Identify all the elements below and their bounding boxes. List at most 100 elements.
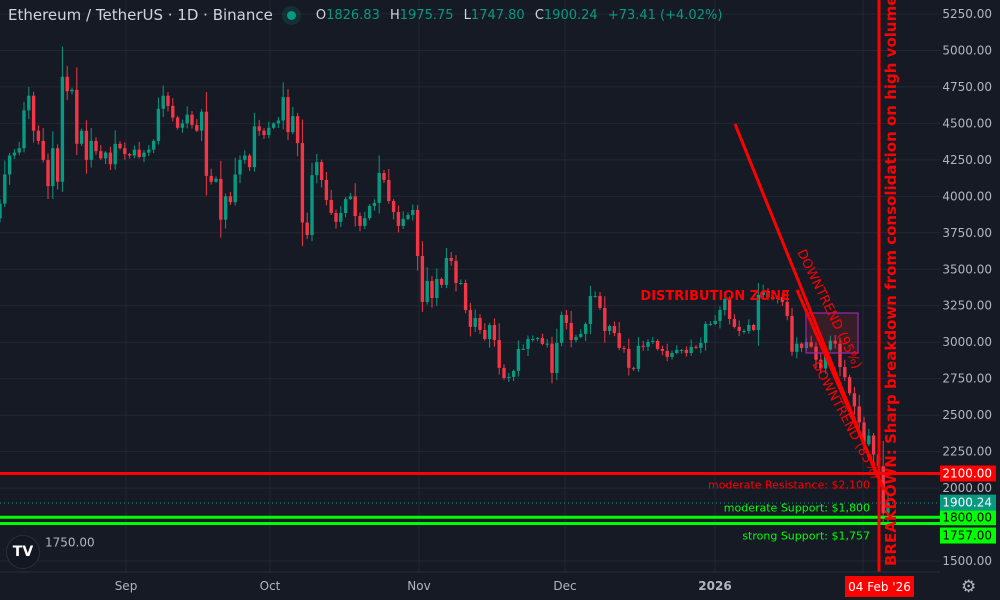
candle bbox=[46, 153, 50, 199]
price-tick-label: 3500.00 bbox=[942, 262, 992, 276]
candle bbox=[631, 366, 636, 371]
candle-body bbox=[12, 152, 17, 156]
candle bbox=[559, 311, 564, 347]
candle bbox=[75, 67, 79, 156]
candle-body bbox=[593, 295, 597, 297]
candle-body bbox=[286, 97, 290, 133]
candle bbox=[487, 322, 492, 348]
candle-body bbox=[545, 343, 549, 345]
time-axis[interactable]: Sep Oct Nov Dec 2026 bbox=[115, 579, 732, 593]
price-tick-label: 3250.00 bbox=[942, 299, 992, 313]
candle-body bbox=[151, 140, 156, 150]
low-label: L bbox=[463, 7, 471, 23]
candle bbox=[708, 321, 713, 326]
candle-body bbox=[79, 130, 84, 144]
candle bbox=[689, 339, 693, 356]
time-tick-label: Nov bbox=[407, 579, 430, 593]
price-tick-label: 4750.00 bbox=[942, 80, 992, 94]
candle bbox=[99, 144, 103, 160]
candle-body bbox=[233, 174, 237, 203]
price-tick-label: 5000.00 bbox=[942, 43, 992, 57]
candle bbox=[257, 119, 261, 136]
candle bbox=[430, 276, 434, 308]
candle-body bbox=[478, 317, 482, 330]
symbol-title[interactable]: Ethereum / TetherUS · 1D · Binance bbox=[8, 6, 273, 24]
candle bbox=[127, 152, 132, 159]
candle bbox=[363, 211, 367, 230]
price-tick-label: 1750.00 bbox=[45, 536, 95, 550]
market-status-icon[interactable] bbox=[286, 10, 296, 20]
candle-body bbox=[324, 180, 329, 200]
candle-body bbox=[420, 255, 425, 302]
candle bbox=[391, 199, 396, 220]
candle bbox=[113, 130, 117, 170]
candle-body bbox=[391, 201, 396, 212]
candle-body bbox=[99, 151, 103, 159]
candle bbox=[521, 344, 525, 350]
candle bbox=[0, 199, 2, 223]
candle-body bbox=[55, 148, 60, 182]
candle-body bbox=[132, 149, 137, 156]
time-tick-label: Oct bbox=[260, 579, 281, 593]
price-axis[interactable]: 5250.00 5000.00 4750.00 4500.00 4250.00 4000.… bbox=[940, 0, 1000, 600]
candle bbox=[761, 284, 765, 299]
candle-body bbox=[631, 367, 636, 369]
candle bbox=[123, 142, 127, 160]
candle bbox=[195, 119, 199, 133]
candle bbox=[334, 209, 338, 229]
candle bbox=[324, 172, 329, 206]
candle-body bbox=[833, 340, 837, 344]
candle-body bbox=[559, 314, 564, 343]
candle bbox=[411, 204, 415, 221]
candle-body bbox=[315, 162, 319, 176]
candle bbox=[161, 85, 165, 118]
candle-body bbox=[555, 342, 559, 373]
candle-body bbox=[108, 152, 113, 165]
candle-body bbox=[147, 149, 151, 153]
candle bbox=[531, 335, 535, 342]
close-label: C bbox=[534, 7, 544, 23]
price-tick-label: 2500.00 bbox=[942, 408, 992, 422]
candle-body bbox=[118, 143, 122, 149]
candle-body bbox=[411, 209, 415, 216]
tradingview-logo[interactable]: TV bbox=[6, 535, 40, 569]
candle-body bbox=[785, 301, 789, 316]
candle bbox=[492, 318, 497, 347]
candle bbox=[166, 92, 170, 112]
level-axis-label: 1800.00 bbox=[942, 510, 992, 524]
candle-body bbox=[425, 280, 429, 302]
candle bbox=[315, 153, 319, 184]
candle bbox=[828, 335, 833, 352]
candle bbox=[267, 121, 271, 139]
candle bbox=[588, 285, 593, 335]
candle bbox=[675, 345, 679, 355]
candle bbox=[329, 189, 333, 216]
candle bbox=[468, 302, 473, 337]
low-value: 1747.80 bbox=[470, 7, 525, 23]
candle-body bbox=[238, 159, 242, 175]
candle bbox=[871, 432, 876, 465]
candle-body bbox=[257, 126, 261, 131]
candle-body bbox=[209, 175, 213, 182]
candle bbox=[612, 321, 617, 337]
candle-body bbox=[204, 111, 209, 176]
last-price-label: 1900.24 bbox=[942, 496, 992, 510]
candle bbox=[358, 212, 362, 232]
candle bbox=[295, 112, 300, 157]
candle bbox=[617, 321, 621, 351]
candle bbox=[679, 349, 684, 354]
candle-body bbox=[291, 116, 295, 133]
candle bbox=[766, 288, 770, 300]
candle bbox=[271, 122, 276, 130]
candle bbox=[142, 149, 146, 163]
candle bbox=[55, 144, 60, 190]
gear-icon[interactable]: ⚙ bbox=[961, 577, 977, 597]
levels: moderate Resistance: $2,100 moderate Supp… bbox=[0, 471, 940, 543]
candle-body bbox=[468, 309, 473, 327]
ohlc-values: O1826.83 H1975.75 L1747.80 C1900.24 +73.… bbox=[310, 8, 723, 23]
candle-body bbox=[617, 333, 621, 348]
trend-line-2[interactable] bbox=[795, 289, 886, 491]
candle-body bbox=[377, 172, 381, 203]
candle-body bbox=[603, 307, 607, 331]
